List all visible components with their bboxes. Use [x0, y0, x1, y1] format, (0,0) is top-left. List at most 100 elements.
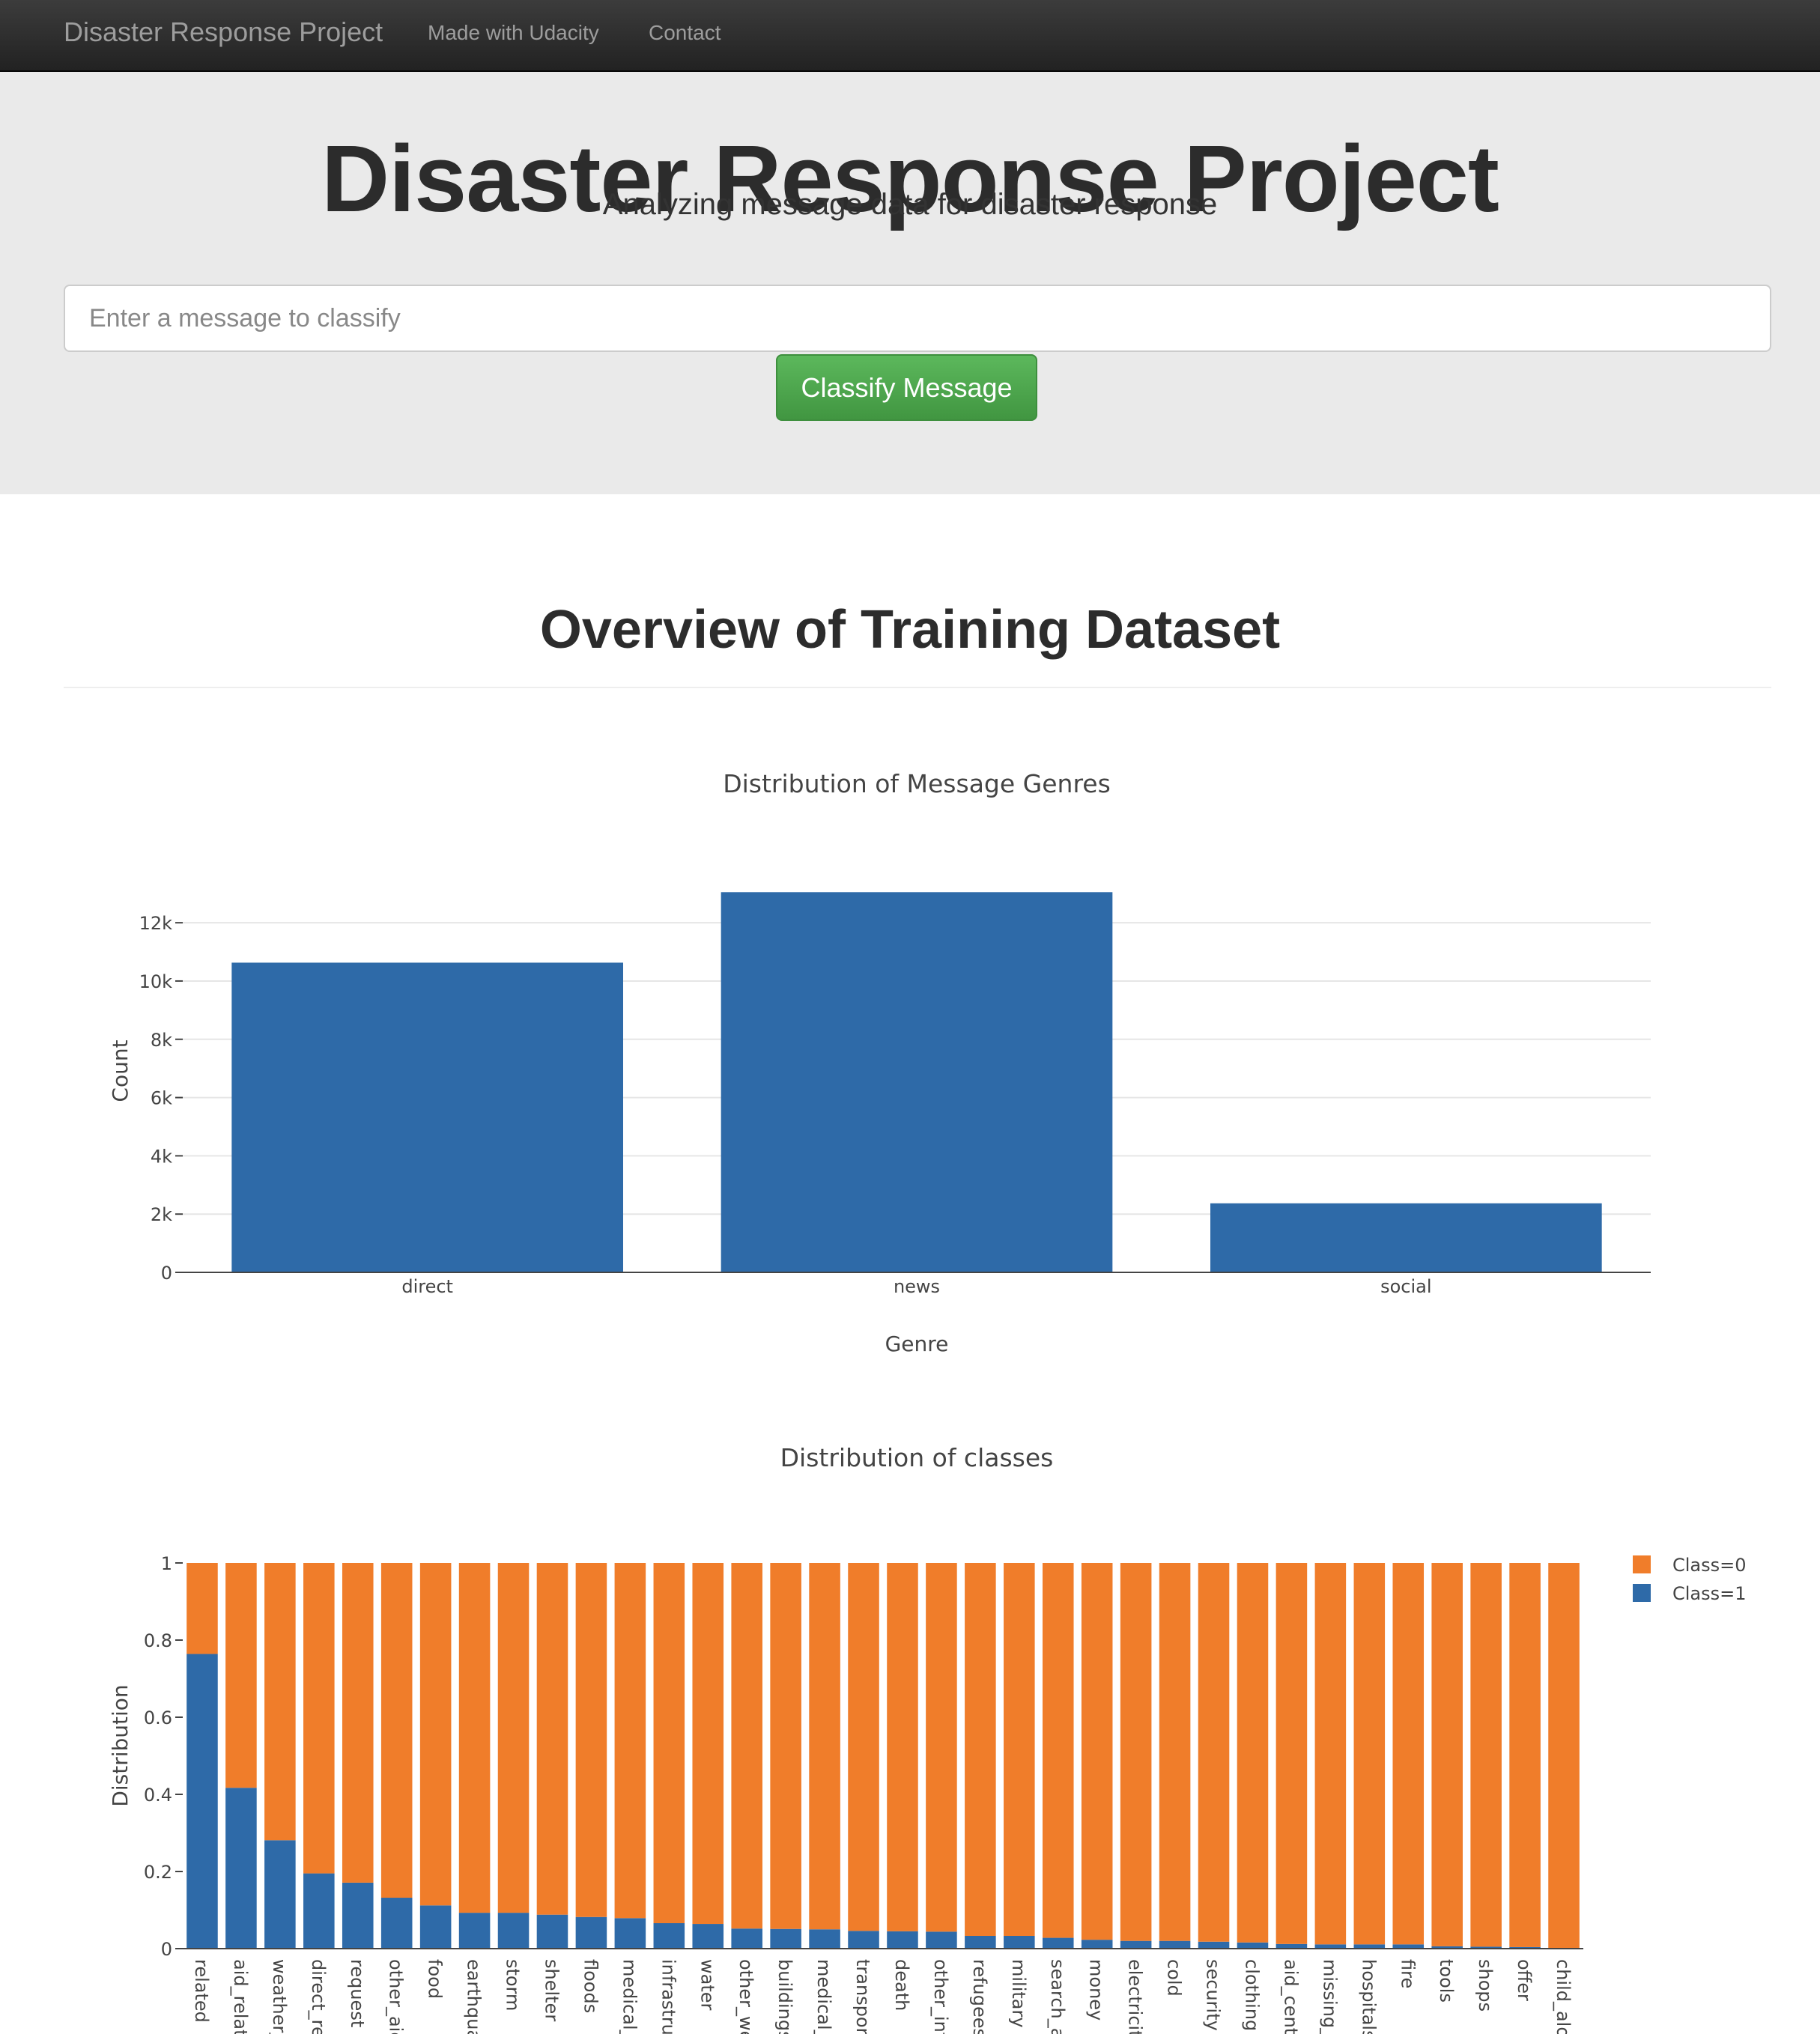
class1-bar-earthquake — [458, 1913, 491, 1949]
class-chart: Distribution of classes 0 0.2 0.4 0.6 0.8 1 r… — [108, 1443, 1747, 2034]
class1-bar-death — [887, 1931, 918, 1949]
page-title: Disaster Response Project — [321, 126, 1499, 231]
class1-bar-aid_related — [225, 1788, 257, 1949]
class1-bar-request — [342, 1882, 374, 1949]
class1-bar-aid_centers — [1275, 1943, 1308, 1949]
class-y-tick-label: 0.8 — [144, 1630, 172, 1651]
class0-bar-search_and_rescue — [1042, 1563, 1074, 1938]
class-y-tick-label: 0 — [161, 1939, 172, 1960]
class1-bar-medical_help — [614, 1918, 646, 1949]
genre-chart-title: Distribution of Message Genres — [723, 769, 1111, 798]
classify-message-button[interactable]: Classify Message — [776, 354, 1037, 421]
class0-bar-shelter — [536, 1563, 568, 1915]
class1-bar-water — [692, 1924, 724, 1949]
class1-bar-other_infrastructure — [926, 1931, 957, 1949]
class-x-tick-label: weather_ — [269, 1959, 290, 2034]
class-x-tick-label: food — [425, 1959, 446, 1999]
class1-bar-infrastructure_related — [653, 1923, 685, 1949]
hero-section: Disaster Response Project Analyzing mess… — [0, 72, 1820, 494]
class0-bar-water — [692, 1563, 724, 1925]
class-x-tick-label: medical_p — [813, 1959, 834, 2034]
genre-chart-xlabel: Genre — [885, 1332, 949, 1356]
class1-bar-hospitals — [1353, 1944, 1386, 1949]
class1-bar-security — [1198, 1941, 1230, 1949]
genre-y-tick-label: 4k — [151, 1146, 172, 1167]
class1-bar-related — [186, 1654, 218, 1949]
class1-bar-cold — [1159, 1940, 1191, 1949]
class-x-tick-label: shelter — [541, 1959, 562, 2021]
class0-bar-other_aid — [380, 1563, 413, 1898]
class-x-tick-label: missing_p — [1319, 1959, 1340, 2034]
legend-label-class1: Class=1 — [1672, 1583, 1747, 1604]
class-x-tick-label: shops — [1475, 1959, 1496, 2012]
message-input[interactable] — [64, 285, 1771, 352]
class-y-tick-label: 1 — [161, 1553, 172, 1574]
class-y-tick-label: 0.2 — [144, 1862, 172, 1883]
navbar-brand[interactable]: Disaster Response Project — [64, 16, 383, 47]
class0-bar-military — [1004, 1563, 1035, 1937]
class1-bar-direct_report — [303, 1873, 335, 1949]
genre-y-tick-label: 8k — [151, 1030, 172, 1051]
class1-bar-floods — [575, 1916, 607, 1949]
class0-bar-related — [186, 1563, 218, 1654]
class0-bar-aid_centers — [1275, 1563, 1308, 1944]
class0-bar-cold — [1159, 1563, 1191, 1941]
class0-bar-other_weather — [731, 1563, 762, 1929]
nav-link-contact[interactable]: Contact — [649, 21, 721, 44]
page-subtitle: Analyzing message data for disaster resp… — [602, 188, 1218, 221]
legend-label-class0: Class=0 — [1672, 1555, 1747, 1576]
class-x-tick-label: security — [1203, 1959, 1224, 2031]
class0-bar-child_alone — [1548, 1563, 1580, 1949]
class0-bar-medical_help — [614, 1563, 646, 1919]
class-x-tick-label: other_we — [735, 1959, 756, 2034]
class-x-tick-label: storm — [503, 1959, 524, 2011]
class1-bar-shops — [1470, 1946, 1502, 1949]
class1-bar-shelter — [536, 1914, 568, 1949]
genre-x-tick-label: direct — [401, 1276, 453, 1297]
class1-bar-electricity — [1120, 1940, 1152, 1949]
class-x-tick-label: related — [191, 1959, 212, 2023]
class-x-tick-label: electricity — [1125, 1959, 1146, 2034]
class0-bar-aid_related — [225, 1563, 257, 1788]
class-x-tick-label: tools — [1436, 1959, 1457, 2003]
class-x-tick-label: aid_cente — [1280, 1959, 1301, 2034]
class-x-tick-label: cold — [1164, 1959, 1185, 1997]
genre-x-tick-label: social — [1380, 1276, 1431, 1297]
class1-bar-fire — [1392, 1944, 1425, 1949]
class0-bar-death — [887, 1563, 918, 1931]
class0-bar-request — [342, 1563, 374, 1883]
class1-bar-buildings — [770, 1928, 801, 1949]
class0-bar-money — [1081, 1563, 1113, 1940]
genre-y-tick-label: 2k — [151, 1204, 172, 1225]
class0-bar-hospitals — [1353, 1563, 1386, 1945]
nav-link-udacity[interactable]: Made with Udacity — [428, 21, 599, 44]
genre-y-tick-label: 10k — [139, 971, 173, 992]
class-x-tick-label: other_aid — [386, 1959, 407, 2034]
genre-chart-ylabel: Count — [108, 1039, 133, 1102]
section-divider — [64, 687, 1771, 688]
class1-bar-tools — [1431, 1946, 1463, 1949]
class0-bar-electricity — [1120, 1563, 1152, 1941]
class0-bar-medical_products — [809, 1563, 840, 1930]
class0-bar-tools — [1431, 1563, 1463, 1946]
class1-bar-military — [1004, 1936, 1035, 1949]
navbar: Disaster Response Project Made with Udac… — [0, 0, 1820, 72]
class0-bar-food — [419, 1563, 452, 1906]
overview-title: Overview of Training Dataset — [539, 600, 1281, 660]
class-x-tick-label: money — [1086, 1959, 1107, 2021]
class0-bar-direct_report — [303, 1563, 335, 1874]
class-x-tick-label: floods — [580, 1959, 601, 2013]
class-x-tick-label: child_alon — [1553, 1959, 1574, 2034]
genre-y-tick-label: 6k — [151, 1088, 172, 1109]
genre-chart: Distribution of Message Genres 0 2k 4k 6k 8k… — [108, 769, 1651, 1356]
genre-x-tick-label: news — [894, 1276, 940, 1297]
class0-bar-weather_related — [264, 1563, 296, 1841]
class-x-tick-label: other_infr — [930, 1959, 951, 2034]
class-x-tick-label: hospitals — [1358, 1959, 1379, 2034]
class-chart-legend: Class=0 Class=1 — [1633, 1555, 1747, 1604]
class-x-tick-label: medical_h — [619, 1959, 640, 2034]
class1-bar-money — [1081, 1940, 1113, 1949]
class0-bar-storm — [497, 1563, 530, 1913]
class-chart-title: Distribution of classes — [780, 1443, 1054, 1472]
class0-bar-offer — [1509, 1563, 1541, 1947]
